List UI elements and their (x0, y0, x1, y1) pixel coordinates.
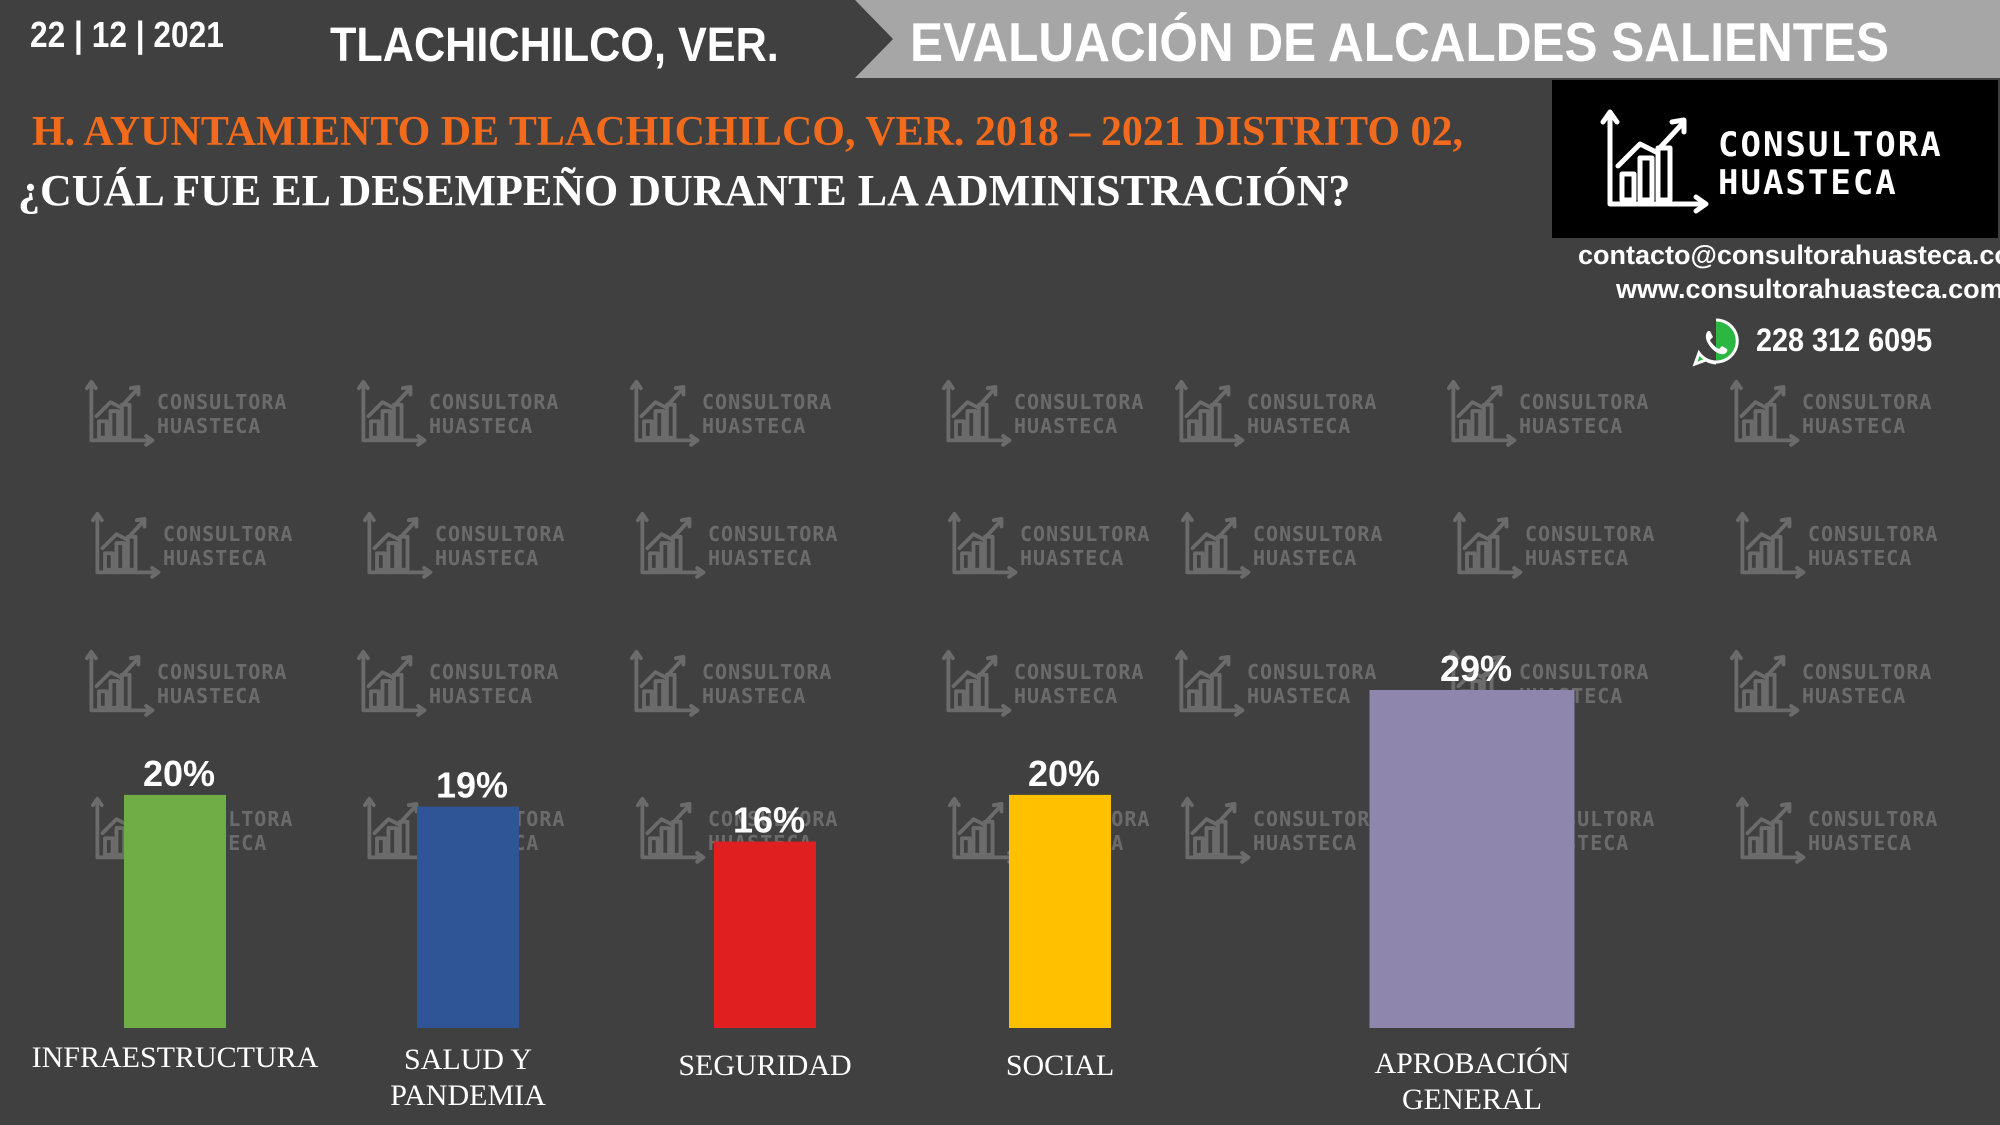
bar-1 (417, 806, 519, 1028)
brand-name-line2: HUASTECA (1718, 163, 1898, 203)
contact-website: www.consultorahuasteca.com (1616, 274, 2000, 304)
data-label-4: 29% (1440, 648, 1512, 689)
banner-title: EVALUACIÓN DE ALCALDES SALIENTES (910, 11, 1890, 73)
data-label-2: 16% (733, 800, 805, 841)
category-label-line: SALUD Y (403, 1043, 533, 1076)
subtitle: H. AYUNTAMIENTO DE TLACHICHILCO, VER. 20… (32, 109, 1464, 155)
whatsapp-icon (1692, 318, 1739, 367)
category-label-line: GENERAL (1402, 1083, 1542, 1116)
date: 22 | 12 | 2021 (30, 14, 224, 55)
bar-4 (1369, 690, 1575, 1028)
title-banner (855, 0, 2000, 78)
bar-0 (124, 794, 226, 1028)
category-label-1: SALUD Y PANDEMIA (308, 1042, 628, 1114)
top-bar: 22 | 12 | 2021 TLACHICHILCO, VER. EVALUA… (0, 0, 2000, 78)
category-label-line: PANDEMIA (390, 1079, 546, 1112)
bar-3 (1009, 794, 1111, 1028)
data-label-0: 20% (143, 753, 215, 794)
data-label-1: 19% (436, 765, 508, 806)
place-title: TLACHICHILCO, VER. (330, 19, 779, 72)
category-label-line: SEGURIDAD (678, 1049, 852, 1082)
category-label-3: SOCIAL (900, 1048, 1220, 1084)
category-label-line: SOCIAL (1005, 1049, 1115, 1082)
category-label-4: APROBACIÓN GENERAL (1312, 1046, 1632, 1118)
brand-logo: CONSULTORA HUASTECA (1552, 80, 1998, 238)
data-label-3: 20% (1028, 753, 1100, 794)
contact-phone: 228 312 6095 (1756, 322, 1933, 358)
question-title: ¿CUÁL FUE EL DESEMPEÑO DURANTE LA ADMINI… (18, 166, 1351, 215)
category-label-line: INFRAESTRUCTURA (31, 1041, 319, 1074)
brand-name: CONSULTORA HUASTECA (1718, 126, 1943, 202)
category-label-2: SEGURIDAD (605, 1048, 925, 1084)
category-label-0: INFRAESTRUCTURA (15, 1040, 335, 1076)
category-label-line: APROBACIÓN (1374, 1047, 1570, 1080)
contact-email: contacto@consultorahuasteca.com (1578, 240, 2000, 270)
brand-name-line1: CONSULTORA (1718, 125, 1943, 165)
chart-growth-icon (1600, 109, 1709, 214)
bar-2 (714, 841, 816, 1028)
